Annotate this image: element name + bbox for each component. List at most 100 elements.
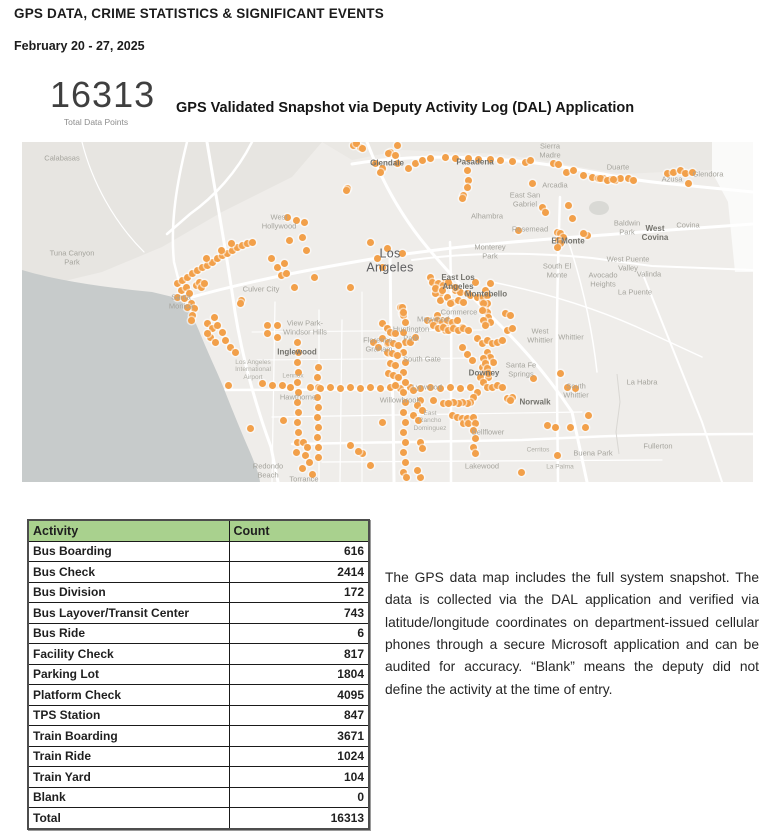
gps-data-point: [193, 266, 201, 274]
table-row: Bus Ride 6: [27, 622, 370, 644]
gps-data-point: [663, 169, 671, 177]
gps-data-point: [688, 168, 696, 176]
gps-data-point: [369, 338, 377, 346]
gps-data-point: [310, 273, 318, 281]
table-row: Bus Check 2414: [27, 561, 370, 583]
gps-data-point: [313, 373, 321, 381]
map-place-label: West Puente Valley: [606, 254, 650, 272]
map-place-label: Glendora: [692, 169, 724, 179]
gps-data-point: [391, 329, 399, 337]
gps-data-point: [206, 333, 214, 341]
map-place-label: Los Angeles International Airport: [235, 358, 271, 381]
gps-data-point: [354, 447, 362, 455]
gps-data-point: [211, 338, 219, 346]
gps-data-point: [401, 398, 409, 406]
gps-data-point: [200, 279, 208, 287]
gps-data-point: [293, 418, 301, 426]
activity-cell: Blank: [27, 786, 230, 808]
gps-data-point: [402, 473, 410, 481]
gps-data-point: [483, 383, 491, 391]
map-place-label: La Palma: [546, 463, 574, 471]
gps-data-point: [484, 373, 492, 381]
activity-cell: Train Ride: [27, 745, 230, 767]
gps-data-point: [401, 358, 409, 366]
gps-data-point: [413, 401, 421, 409]
gps-data-point: [308, 470, 316, 478]
gps-data-point: [263, 321, 271, 329]
map-place-label: Buena Park: [573, 448, 613, 458]
gps-data-point: [559, 233, 567, 241]
activity-cell: Total: [27, 807, 230, 829]
gps-data-point: [469, 393, 477, 401]
gps-data-point: [314, 423, 322, 431]
gps-data-point: [203, 329, 211, 337]
gps-data-point: [479, 293, 487, 301]
gps-data-point: [468, 356, 476, 364]
gps-data-point: [581, 423, 589, 431]
gps-data-point: [401, 338, 409, 346]
gps-data-point: [336, 384, 344, 392]
gps-data-point: [294, 388, 302, 396]
gps-data-point: [624, 174, 632, 182]
activity-cell: Bus Check: [27, 561, 230, 583]
gps-data-point: [478, 306, 486, 314]
gps-data-point: [226, 343, 234, 351]
gps-data-point: [588, 173, 596, 181]
gps-data-point: [508, 157, 516, 165]
gps-data-point: [538, 203, 546, 211]
map-dot-layer: Calabasas Tuna Canyon Park West Hollywood S…: [22, 142, 753, 482]
table-row: Platform Check 4095: [27, 684, 370, 706]
gps-data-point: [556, 239, 564, 247]
gps-data-point: [486, 279, 494, 287]
gps-data-point: [203, 319, 211, 327]
gps-data-point: [218, 251, 226, 259]
gps-data-point: [371, 159, 379, 167]
gps-data-point: [384, 369, 392, 377]
gps-data-point: [316, 384, 324, 392]
gps-data-point: [314, 363, 322, 371]
gps-data-point: [629, 176, 637, 184]
gps-data-point: [436, 384, 444, 392]
gps-data-point: [566, 423, 574, 431]
gps-data-point: [473, 388, 481, 396]
gps-data-point: [554, 160, 562, 168]
gps-data-point: [431, 289, 439, 297]
table-total-row: Total 16313: [27, 807, 370, 829]
gps-data-point: [358, 449, 366, 457]
gps-data-point: [528, 179, 536, 187]
gps-data-point: [448, 318, 456, 326]
gps-data-point: [413, 466, 421, 474]
gps-data-point: [376, 384, 384, 392]
gps-data-point: [563, 383, 571, 391]
gps-data-point: [401, 458, 409, 466]
gps-data-point: [389, 339, 397, 347]
gps-data-point: [453, 316, 461, 324]
map-place-label: Monterey Park: [474, 242, 506, 260]
gps-data-point: [393, 142, 401, 149]
map-place-label: Duarte: [606, 162, 630, 172]
gps-data-point: [202, 254, 210, 262]
gps-data-point: [273, 263, 281, 271]
table-header-row: Activity Count: [27, 519, 370, 542]
gps-data-point: [506, 396, 514, 404]
gps-data-point: [418, 156, 426, 164]
gps-data-point: [306, 383, 314, 391]
gps-data-point: [411, 159, 419, 167]
gps-data-point: [444, 399, 452, 407]
gps-data-point: [429, 321, 437, 329]
gps-data-point: [258, 379, 266, 387]
gps-data-point: [293, 438, 301, 446]
gps-data-point: [431, 284, 439, 292]
gps-data-point: [458, 194, 466, 202]
gps-data-point: [473, 293, 481, 301]
gps-data-point: [285, 236, 293, 244]
gps-data-point: [173, 279, 181, 287]
map-place-label: South El Monte: [542, 261, 572, 279]
activity-table-body: Bus Boarding 616 Bus Check 2414 Bus Division…: [27, 540, 370, 829]
gps-data-point: [389, 371, 397, 379]
gps-data-point: [456, 384, 464, 392]
gps-data-point: [290, 283, 298, 291]
gps-data-point: [562, 168, 570, 176]
gps-data-point: [182, 283, 190, 291]
